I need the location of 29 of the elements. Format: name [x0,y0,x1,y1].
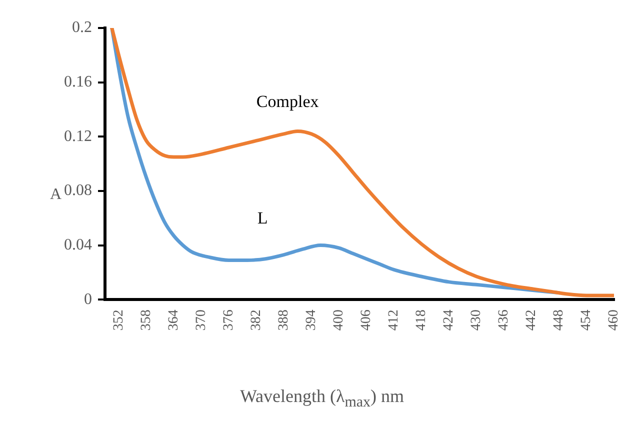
x-tick-label: 370 [194,310,209,331]
x-tick-label: 418 [414,310,430,331]
y-tick-label: 0 [84,290,92,308]
x-tick-label: 448 [552,310,567,331]
y-tick-label: 0.04 [64,236,92,254]
x-tick-label: 460 [606,310,622,331]
x-tick-label: 388 [276,310,292,331]
y-tick-label: 0.12 [64,128,92,145]
x-axis-title: Wavelength (λ$_{max}$) nm [238,386,406,412]
x-tick-label: 424 [442,310,457,331]
x-tick-label: 358 [138,310,154,331]
x-tick-label: 352 [111,310,126,331]
x-tick-label: 436 [496,310,512,331]
series-label: L [257,208,268,228]
x-tick-label: 412 [386,310,402,331]
x-tick-label: 400 [332,310,347,331]
series-label: Complex [256,92,320,112]
x-tick-label: 382 [248,310,264,331]
x-tick-label: 454 [579,310,594,331]
x-tick-label: 376 [221,310,236,331]
x-tick-label: 442 [524,310,540,331]
y-tick-label: 0.2 [72,19,92,36]
y-tick-label: 0.16 [64,74,92,91]
y-tick-label: 0.08 [64,182,92,200]
x-tick-label: 394 [304,310,320,331]
x-tick-label: 364 [166,310,182,331]
y-axis-title: A [50,186,62,204]
x-tick-label: 406 [359,310,374,331]
x-tick-label: 430 [469,310,484,331]
